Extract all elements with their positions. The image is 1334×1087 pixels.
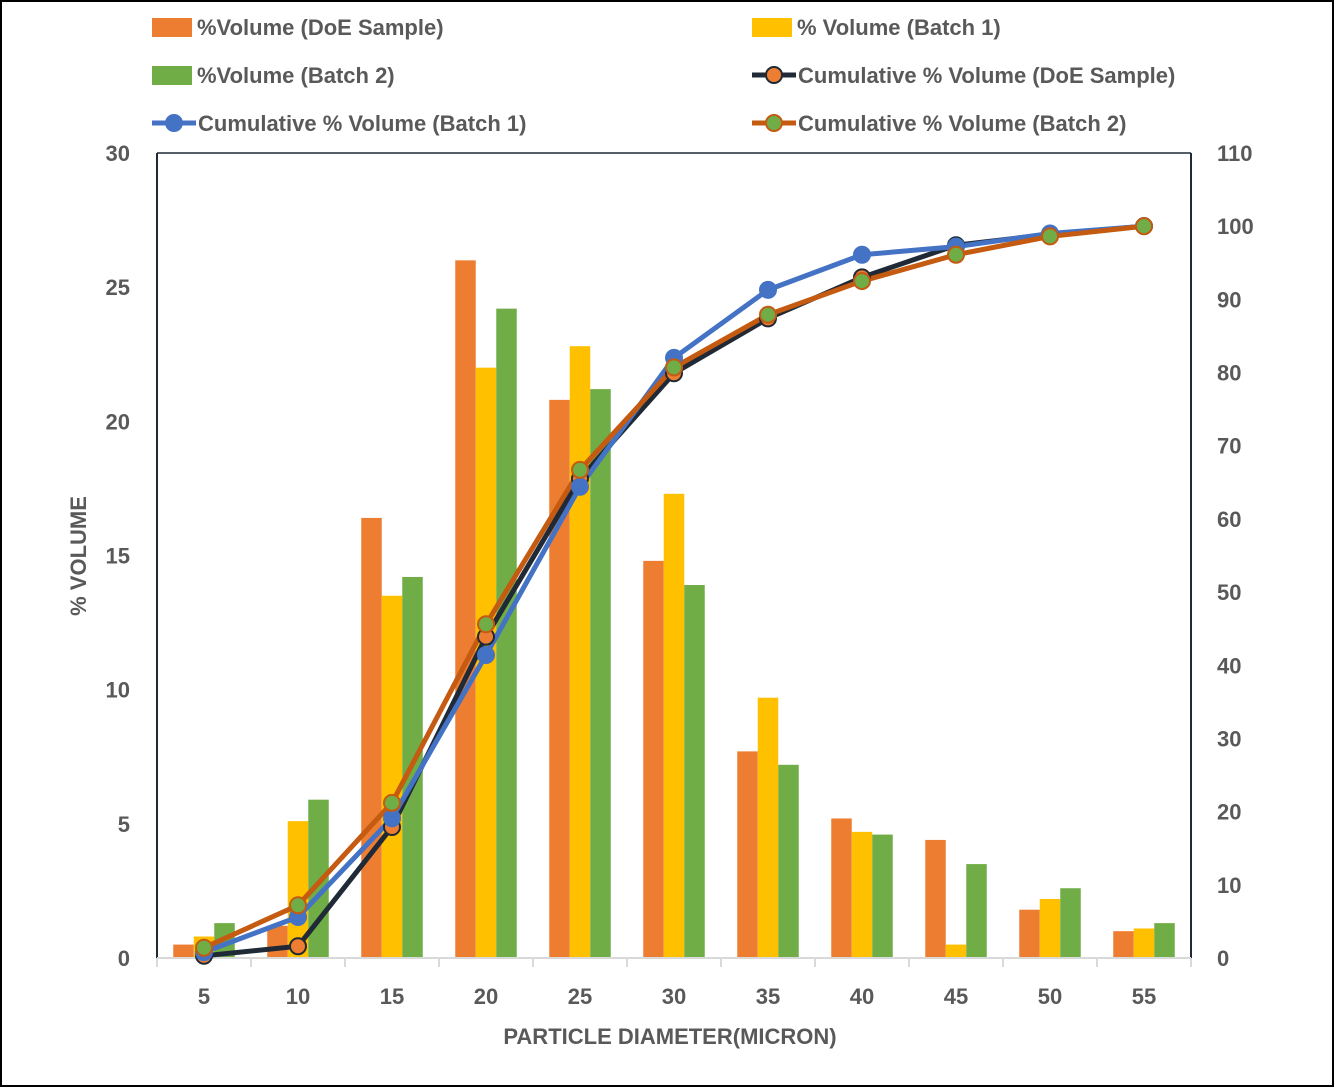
left-tick-label: 0 [118,946,130,971]
legend-label: Cumulative % Volume (Batch 2) [798,111,1126,136]
cumulative-marker-3-40 [853,272,871,291]
right-tick-label: 30 [1217,726,1241,751]
bar-2-40 [851,831,873,958]
bar-1-5 [173,944,194,958]
legend-label: Cumulative % Volume (DoE Sample) [798,63,1175,88]
legend-swatch-bar [152,18,192,37]
y-axis-title: % VOLUME [66,496,91,616]
cumulative-marker-2-20 [477,646,495,665]
right-tick-label: 100 [1217,214,1254,239]
x-axis-ticks: 5 10 15 20 25 30 35 40 45 50 55 [198,984,1156,1009]
cumulative-marker-3-30 [665,358,683,377]
cumulative-marker-2-15 [383,809,401,828]
bar-2-45 [945,944,967,958]
bar-2-30 [663,493,685,958]
legend-swatch-bar [752,18,792,37]
x-tick-label: 50 [1038,984,1062,1009]
cumulative-marker-1-10 [289,937,307,956]
cumulative-marker-2-40 [853,245,871,264]
x-tick-label: 15 [380,984,404,1009]
left-tick-label: 30 [106,141,130,166]
x-tick-label: 35 [756,984,780,1009]
cumulative-marker-3-15 [383,793,401,812]
bar-1-30 [643,560,664,958]
cumulative-marker-3-10 [289,896,307,915]
right-tick-label: 110 [1217,141,1253,166]
cumulative-marker-3-45 [947,245,965,264]
cumulative-marker-3-25 [571,460,589,479]
bar-3-10 [308,799,329,958]
left-axis-ticks: 0 5 10 15 20 25 30 [106,141,130,971]
bar-1-10 [267,925,288,958]
bar-3-35 [778,764,799,958]
x-tick-label: 5 [198,984,210,1009]
bar-3-45 [966,864,987,958]
cumulative-marker-3-35 [759,305,777,324]
x-tick-label: 25 [568,984,592,1009]
bars-group [173,260,1175,959]
right-tick-label: 10 [1217,873,1241,898]
bar-2-50 [1039,898,1061,958]
left-tick-label: 5 [118,812,130,837]
right-tick-label: 70 [1217,434,1241,459]
cumulative-marker-3-5 [195,938,213,957]
x-tick-label: 10 [286,984,310,1009]
cumulative-marker-2-25 [571,477,589,496]
left-tick-label: 10 [106,678,130,703]
x-tick-label: 40 [850,984,874,1009]
bar-3-25 [590,389,611,959]
plot-area [156,152,1192,967]
x-tick-label: 20 [474,984,498,1009]
bar-1-55 [1113,931,1134,958]
legend-label: %Volume (Batch 2) [197,63,395,88]
legend-label: % Volume (Batch 1) [797,15,1001,40]
legend-swatch-marker [765,114,783,132]
bar-1-45 [925,839,946,958]
right-tick-label: 90 [1217,287,1241,312]
x-tick-label: 45 [944,984,968,1009]
left-tick-label: 25 [106,275,130,300]
legend-label: Cumulative % Volume (Batch 1) [198,111,526,136]
bar-3-20 [496,308,517,959]
bar-2-55 [1133,928,1155,958]
x-tick-label: 30 [662,984,686,1009]
axes-group [156,152,1192,967]
right-tick-label: 40 [1217,653,1241,678]
bar-1-20 [455,260,476,958]
bar-3-50 [1060,888,1081,958]
cumulative-marker-3-55 [1135,217,1153,236]
cumulative-marker-3-50 [1041,227,1059,246]
right-tick-label: 80 [1217,361,1241,386]
x-tick-label: 55 [1132,984,1156,1009]
bar-1-40 [831,818,852,958]
bar-2-25 [569,346,591,958]
legend-swatch-bar [152,66,192,85]
bar-1-50 [1019,909,1040,958]
bar-3-40 [872,834,893,958]
bar-1-15 [361,517,382,958]
bar-3-30 [684,585,705,958]
right-tick-label: 50 [1217,580,1241,605]
bar-1-25 [549,399,570,958]
right-axis-ticks: 0 10 20 30 40 50 60 70 80 90 100 110 [1217,141,1254,971]
bar-3-55 [1154,923,1175,958]
right-tick-label: 20 [1217,800,1241,825]
legend-label: %Volume (DoE Sample) [197,15,444,40]
cumulative-marker-3-20 [477,615,495,634]
x-axis-title: PARTICLE DIAMETER(MICRON) [503,1024,836,1049]
left-tick-label: 20 [106,409,130,434]
legend: %Volume (DoE Sample) % Volume (Batch 1) %V… [152,15,1175,136]
bar-1-35 [737,751,758,958]
bar-2-35 [757,697,779,958]
lines-group [195,217,1153,965]
legend-swatch-marker [165,114,183,132]
right-tick-label: 60 [1217,507,1241,532]
legend-swatch-marker [765,66,783,84]
left-tick-label: 15 [106,544,130,569]
cumulative-marker-2-35 [759,280,777,299]
bar-2-15 [381,595,403,958]
right-tick-label: 0 [1217,946,1229,971]
